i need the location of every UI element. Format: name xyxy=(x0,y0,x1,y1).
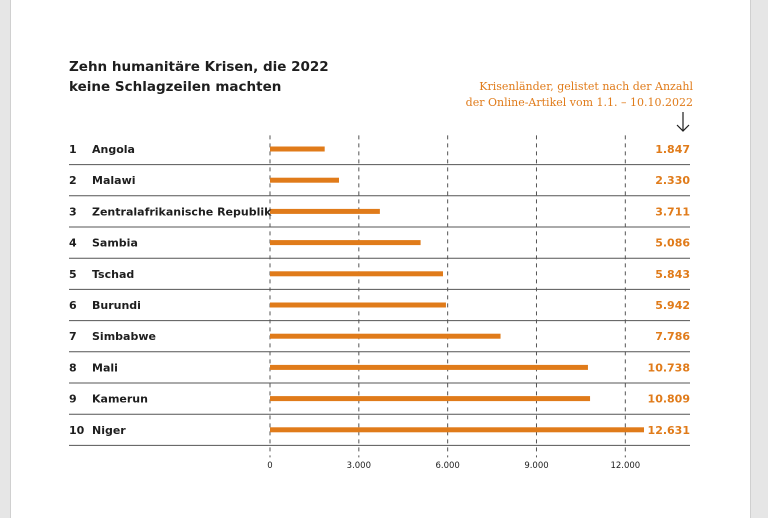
country-label-7: Simbabwe xyxy=(92,330,156,343)
window-frame-right xyxy=(751,0,768,518)
chart-title: Zehn humanitäre Krisen, die 2022 keine S… xyxy=(69,57,329,97)
bar-2 xyxy=(270,177,339,183)
rank-label-6: 6 xyxy=(69,299,77,312)
value-label-7: 7.786 xyxy=(655,330,690,343)
bar-10 xyxy=(270,427,644,433)
x-tick-label-4: 12.000 xyxy=(610,461,640,471)
value-label-10: 12.631 xyxy=(648,424,690,437)
window-frame-left-edge xyxy=(10,0,11,518)
bar-7 xyxy=(270,333,501,339)
bars xyxy=(270,146,644,433)
country-label-4: Sambia xyxy=(92,237,138,250)
country-label-8: Mali xyxy=(92,361,118,374)
rank-label-2: 2 xyxy=(69,174,77,187)
bar-5 xyxy=(270,271,444,277)
rank-label-1: 1 xyxy=(69,143,77,156)
value-label-6: 5.942 xyxy=(655,299,690,312)
chart-title-line-2: keine Schlagzeilen machten xyxy=(69,79,282,95)
rank-label-5: 5 xyxy=(69,268,77,281)
country-label-3: Zentralafrikanische Republik xyxy=(92,205,272,218)
country-label-2: Malawi xyxy=(92,174,136,187)
rank-label-9: 9 xyxy=(69,393,77,406)
chart-title-line-1: Zehn humanitäre Krisen, die 2022 xyxy=(69,59,329,75)
bar-6 xyxy=(270,302,446,308)
window-frame-right-edge xyxy=(750,0,751,518)
country-label-6: Burundi xyxy=(92,299,141,312)
rank-label-7: 7 xyxy=(69,330,77,343)
gridlines xyxy=(269,135,626,458)
x-tick-label-0: 0 xyxy=(267,461,272,471)
value-label-2: 2.330 xyxy=(655,174,690,187)
bar-4 xyxy=(270,240,421,246)
value-label-9: 10.809 xyxy=(648,393,690,406)
value-label-8: 10.738 xyxy=(648,361,690,374)
country-label-10: Niger xyxy=(92,424,126,437)
x-axis-ticks: 0 3.000 6.000 9.000 12.000 xyxy=(267,461,640,471)
chart-note-line-1: Krisenländer, gelistet nach der Anzahl xyxy=(479,80,693,93)
value-label-3: 3.711 xyxy=(655,205,690,218)
x-tick-label-2: 6.000 xyxy=(435,461,459,471)
value-label-4: 5.086 xyxy=(655,237,690,250)
rank-label-10: 10 xyxy=(69,424,85,437)
bar-9 xyxy=(270,396,591,402)
x-tick-label-1: 3.000 xyxy=(347,461,371,471)
chart-note-line-2: der Online-Artikel vom 1.1. – 10.10.2022 xyxy=(465,96,693,109)
value-label-5: 5.843 xyxy=(655,268,690,281)
country-label-9: Kamerun xyxy=(92,393,148,406)
row-labels: 1 Angola 1.847 2 Malawi 2.330 3 Zentralafrikani… xyxy=(69,143,690,437)
rank-label-8: 8 xyxy=(69,361,77,374)
country-label-5: Tschad xyxy=(92,268,134,281)
row-rules xyxy=(69,164,690,446)
x-tick-label-3: 9.000 xyxy=(524,461,548,471)
country-label-1: Angola xyxy=(92,143,135,156)
bar-1 xyxy=(270,146,325,152)
bar-3 xyxy=(270,208,380,214)
chart-note: Krisenländer, gelistet nach der Anzahl d… xyxy=(466,79,693,111)
rank-label-3: 3 xyxy=(69,205,77,218)
arrow-down-icon xyxy=(676,112,690,132)
value-label-1: 1.847 xyxy=(655,143,690,156)
bar-8 xyxy=(270,364,588,370)
window-frame-left xyxy=(0,0,10,518)
rank-label-4: 4 xyxy=(69,237,77,250)
